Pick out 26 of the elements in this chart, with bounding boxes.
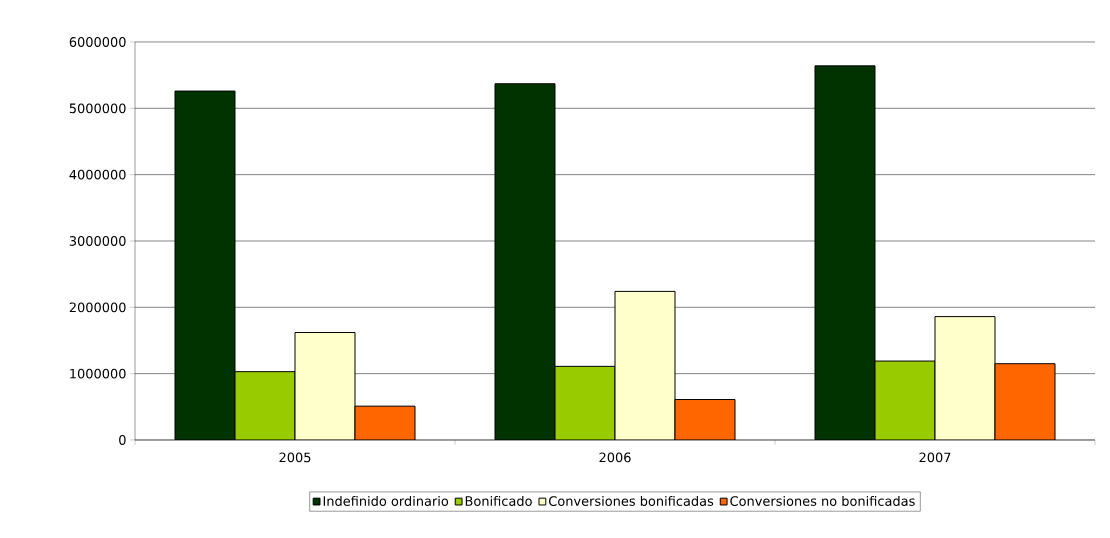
bar xyxy=(934,316,996,440)
y-tick-label: 6000000 xyxy=(69,37,126,47)
y-tick-label: 2000000 xyxy=(69,302,126,313)
legend-label: Indefinido ordinario xyxy=(323,495,449,506)
bar xyxy=(674,399,736,440)
bar xyxy=(874,360,936,440)
y-tick-label: 5000000 xyxy=(69,103,126,114)
y-tick-label: 3000000 xyxy=(69,236,126,246)
legend-label: Conversiones no bonificadas xyxy=(730,495,915,506)
legend-label: Bonificado xyxy=(465,495,532,506)
x-tick-label: 2007 xyxy=(919,452,951,463)
legend-label: Conversiones bonificadas xyxy=(549,495,714,506)
bar xyxy=(814,65,876,440)
y-tick-label: 4000000 xyxy=(69,169,126,180)
bar xyxy=(294,332,356,440)
x-tick-label: 2006 xyxy=(599,452,631,463)
y-tick-label: 0 xyxy=(119,435,126,445)
bar xyxy=(354,405,416,440)
y-tick-label: 1000000 xyxy=(70,368,126,379)
bar xyxy=(554,365,616,440)
bar xyxy=(994,363,1056,440)
bar xyxy=(614,290,676,440)
bar xyxy=(174,90,236,440)
bar xyxy=(234,371,296,440)
bar xyxy=(494,83,556,440)
x-tick-label: 2005 xyxy=(279,452,311,463)
